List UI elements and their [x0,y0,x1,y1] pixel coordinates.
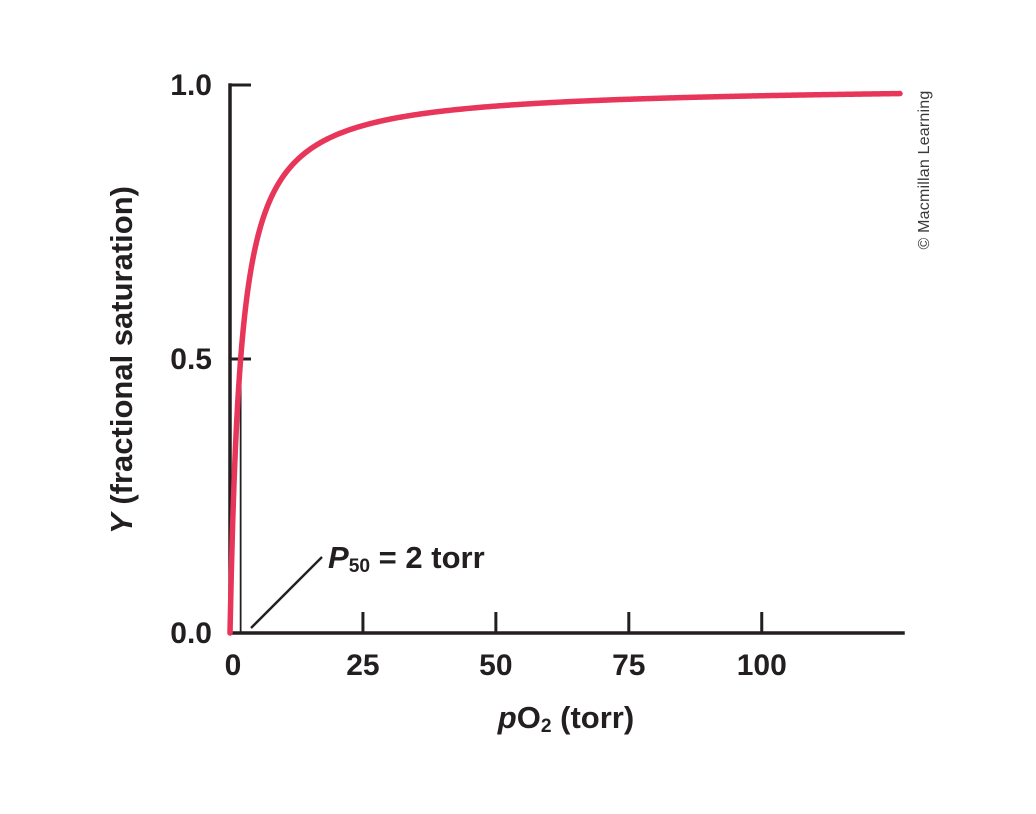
x-tick-label: 25 [346,649,379,682]
y-axis-label: Y (fractional saturation) [104,186,140,534]
y-axis-label-italic: Y [104,513,139,534]
x-tick-label: 75 [612,649,645,682]
y-tick-label: 1.0 [170,69,212,102]
p50-annotation: P50 = 2 torr [328,540,485,578]
x-tick-label: 50 [479,649,512,682]
p50-annotation-rest: = 2 torr [370,540,485,575]
x-axis-label-subscript: 2 [540,716,552,738]
p50-annotation-subscript: 50 [348,556,371,578]
x-axis-label-rest: (torr) [551,700,635,735]
x-tick-label: 0 [225,649,242,682]
x-axis-label-main: O [516,700,541,735]
x-axis-label-italic: p [497,700,517,735]
p50-annotation-italic: P [328,540,349,575]
y-axis-label-rest: (fractional saturation) [104,186,139,514]
copyright-credit: © Macmillan Learning [916,90,933,250]
y-tick-label: 0.5 [170,343,212,376]
saturation-curve [227,90,903,636]
y-tick-label: 0.0 [170,617,212,650]
annotation-pointer-line [250,556,323,629]
x-axis-label: pO2 (torr) [498,700,634,738]
x-tick-label: 100 [737,649,787,682]
